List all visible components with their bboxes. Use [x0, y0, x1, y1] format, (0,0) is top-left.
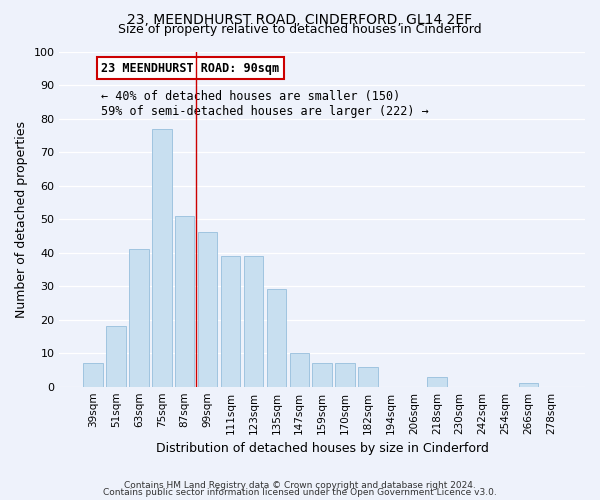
Bar [244, 256, 263, 386]
Bar [106, 326, 126, 386]
Text: 23 MEENDHURST ROAD: 90sqm: 23 MEENDHURST ROAD: 90sqm [101, 62, 280, 74]
Text: Contains HM Land Registry data © Crown copyright and database right 2024.: Contains HM Land Registry data © Crown c… [124, 480, 476, 490]
Y-axis label: Number of detached properties: Number of detached properties [15, 120, 28, 318]
Bar [427, 376, 446, 386]
Text: ← 40% of detached houses are smaller (150)
59% of semi-detached houses are large: ← 40% of detached houses are smaller (15… [101, 90, 429, 118]
Text: Size of property relative to detached houses in Cinderford: Size of property relative to detached ho… [118, 22, 482, 36]
Bar [266, 290, 286, 386]
Text: 23, MEENDHURST ROAD, CINDERFORD, GL14 2EF: 23, MEENDHURST ROAD, CINDERFORD, GL14 2E… [127, 12, 473, 26]
Bar [129, 250, 149, 386]
Bar [175, 216, 194, 386]
Bar [83, 363, 103, 386]
Bar [335, 363, 355, 386]
Bar [152, 128, 172, 386]
Bar [358, 366, 378, 386]
Bar [519, 384, 538, 386]
Text: Contains public sector information licensed under the Open Government Licence v3: Contains public sector information licen… [103, 488, 497, 497]
Bar [290, 353, 309, 386]
Bar [313, 363, 332, 386]
X-axis label: Distribution of detached houses by size in Cinderford: Distribution of detached houses by size … [156, 442, 488, 455]
Bar [198, 232, 217, 386]
Bar [221, 256, 240, 386]
